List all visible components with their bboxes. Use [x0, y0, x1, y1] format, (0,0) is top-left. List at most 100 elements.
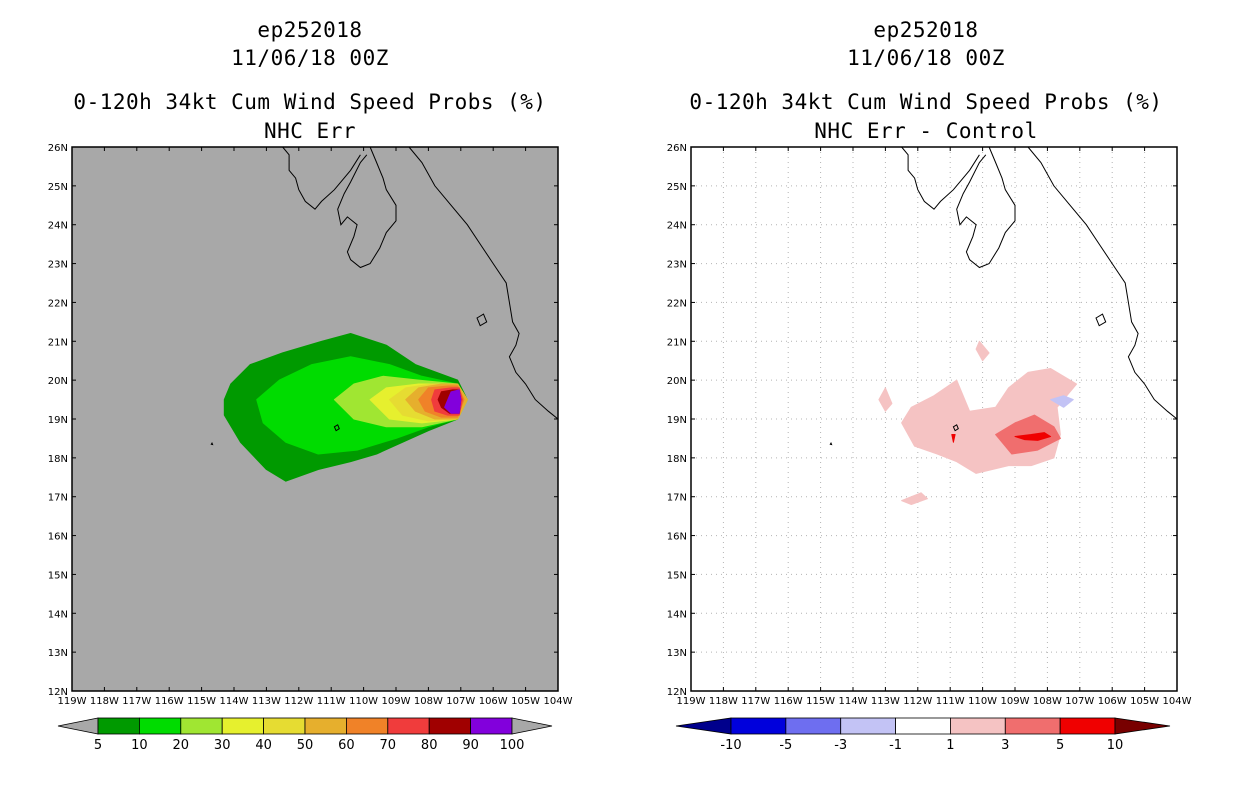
- right-panel: 119W 118W 117W 116W 115W 114W 113W 112W 111W 110W…: [667, 143, 1192, 707]
- island: [476, 313, 488, 327]
- island: [210, 441, 214, 446]
- colorbar-label: 70: [380, 738, 397, 753]
- left-date: 11/06/18 00Z: [231, 46, 389, 70]
- x-tick-label: 119W: [58, 696, 87, 707]
- x-tick-label: 104W: [1163, 696, 1192, 707]
- left-subtitle: NHC Err: [263, 119, 356, 143]
- left-panel: 119W 118W 117W 116W 115W 114W 113W 112W 111W 110W…: [48, 143, 573, 707]
- x-tick-label: 106W: [479, 696, 508, 707]
- y-tick-label: 21N: [48, 337, 68, 348]
- contours: [878, 340, 1078, 505]
- colorbar-box: [950, 717, 1006, 735]
- y-tick-label: 13N: [48, 648, 68, 659]
- x-tick-label: 116W: [774, 696, 803, 707]
- x-tick-label: 109W: [1001, 696, 1030, 707]
- colorbar-label: 90: [462, 738, 479, 753]
- y-tick-label: 15N: [48, 570, 68, 581]
- y-tick-label: 18N: [48, 454, 68, 465]
- axis-ticks: 119W 118W 117W 116W 115W 114W 113W 112W 111W 110W…: [48, 143, 573, 707]
- x-tick-label: 118W: [709, 696, 738, 707]
- right-subtitle: NHC Err - Control: [814, 119, 1038, 143]
- colorbar-label: 1: [946, 738, 954, 753]
- map-grid: [691, 147, 1177, 691]
- colorbar-label: 30: [214, 738, 231, 753]
- colorbar-start-triangle: [675, 717, 732, 735]
- x-tick-label: 111W: [936, 696, 965, 707]
- y-tick-label: 26N: [667, 143, 687, 154]
- x-tick-label: 105W: [511, 696, 540, 707]
- island: [952, 424, 959, 432]
- x-tick-label: 115W: [187, 696, 216, 707]
- colorbar-box: [785, 717, 842, 735]
- colorbar-box: [428, 717, 472, 735]
- y-tick-label: 16N: [48, 532, 68, 543]
- island: [1095, 313, 1107, 327]
- colorbar-label: -3: [834, 738, 847, 753]
- contour-1: [975, 340, 990, 362]
- x-tick-label: 108W: [1033, 696, 1062, 707]
- colorbar-box: [345, 717, 389, 735]
- left-colorbar: 5 10 20 30 40 50 60 70 80 90 100: [57, 717, 553, 753]
- colorbar-label: 5: [1056, 738, 1064, 753]
- right-storm-id: ep252018: [873, 18, 979, 42]
- x-tick-label: 112W: [903, 696, 932, 707]
- y-tick-label: 22N: [48, 298, 68, 309]
- axis-ticks: 119W 118W 117W 116W 115W 114W 113W 112W 111W 110W…: [667, 143, 1192, 707]
- colorbar-box: [263, 717, 306, 735]
- x-tick-label: 111W: [317, 696, 346, 707]
- left-title: 0-120h 34kt Cum Wind Speed Probs (%): [73, 90, 547, 114]
- colorbar-box: [730, 717, 787, 735]
- x-tick-label: 119W: [677, 696, 706, 707]
- x-tick-label: 113W: [252, 696, 281, 707]
- colorbar-box: [387, 717, 430, 735]
- contours: [223, 333, 468, 482]
- x-tick-label: 105W: [1130, 696, 1159, 707]
- y-tick-label: 25N: [667, 182, 687, 193]
- coastline: [901, 146, 1178, 420]
- x-tick-label: 115W: [806, 696, 835, 707]
- contour-5: [951, 434, 956, 443]
- colorbar-box: [1004, 717, 1061, 735]
- island: [333, 424, 340, 432]
- right-title: 0-120h 34kt Cum Wind Speed Probs (%): [689, 90, 1163, 114]
- colorbar-label: 80: [421, 738, 438, 753]
- colorbar-label: 20: [173, 738, 190, 753]
- colorbar-box: [180, 717, 223, 735]
- colorbar-box: [221, 717, 264, 735]
- y-tick-label: 12N: [667, 687, 687, 698]
- x-tick-label: 110W: [349, 696, 378, 707]
- x-tick-label: 107W: [1065, 696, 1094, 707]
- x-tick-label: 112W: [284, 696, 313, 707]
- colorbar-label: 10: [131, 738, 148, 753]
- colorbar-label: 50: [297, 738, 314, 753]
- y-tick-label: 20N: [48, 376, 68, 387]
- y-tick-label: 16N: [667, 532, 687, 543]
- colorbar-label: 100: [500, 738, 525, 753]
- contour-5: [1014, 432, 1052, 441]
- y-tick-label: 22N: [667, 298, 687, 309]
- colorbar-label: 10: [1107, 738, 1124, 753]
- y-tick-label: 20N: [667, 376, 687, 387]
- y-tick-label: 23N: [48, 260, 68, 271]
- colorbar-label: 60: [338, 738, 355, 753]
- y-tick-label: 13N: [667, 648, 687, 659]
- contour-1: [901, 492, 928, 505]
- right-date: 11/06/18 00Z: [847, 46, 1005, 70]
- y-tick-label: 24N: [48, 221, 68, 232]
- colorbar-box: [138, 717, 182, 735]
- y-tick-label: 14N: [667, 609, 687, 620]
- colorbar-box: [97, 717, 140, 735]
- colorbar-box: [470, 717, 513, 735]
- colorbar-label: 3: [1001, 738, 1009, 753]
- x-tick-label: 117W: [741, 696, 770, 707]
- y-tick-label: 25N: [48, 182, 68, 193]
- colorbar-label: -5: [779, 738, 792, 753]
- y-tick-label: 19N: [48, 415, 68, 426]
- y-tick-label: 14N: [48, 609, 68, 620]
- x-tick-label: 108W: [414, 696, 443, 707]
- x-tick-label: 117W: [122, 696, 151, 707]
- x-tick-label: 114W: [839, 696, 868, 707]
- coastline: [282, 146, 559, 420]
- contour-1: [878, 387, 893, 412]
- x-tick-label: 107W: [446, 696, 475, 707]
